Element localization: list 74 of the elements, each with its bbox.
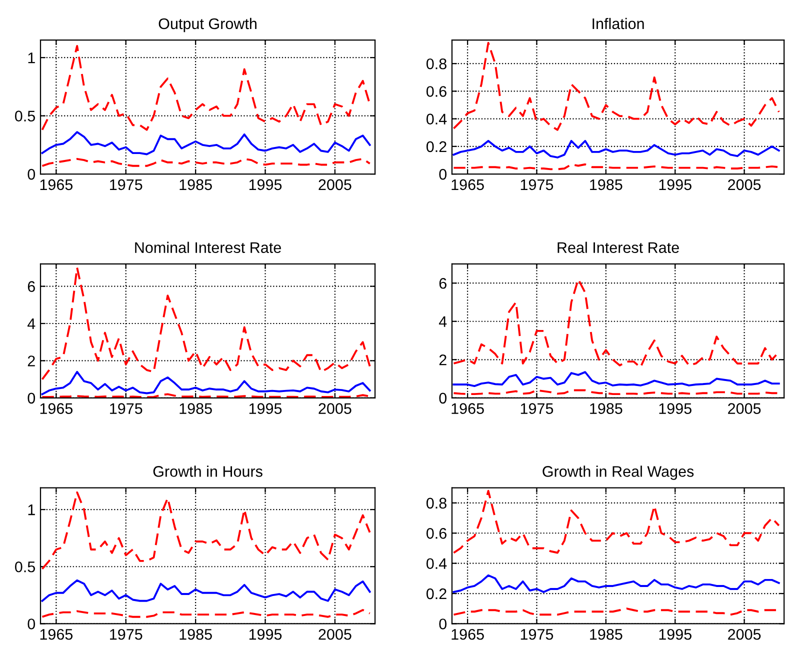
y-tick-label: 0.8	[426, 498, 446, 509]
x-tick-label: 2005	[728, 179, 761, 190]
x-tick-label: 1975	[520, 403, 554, 414]
y-tick-label: 0	[439, 618, 447, 630]
x-tick-label: 1975	[110, 403, 142, 414]
x-tick-label: 1995	[659, 403, 692, 414]
x-tick-label: 2005	[318, 628, 352, 640]
x-tick-label: 1965	[40, 628, 73, 640]
y-tick-label: 0	[439, 168, 447, 180]
y-tick-label: 0.5	[15, 110, 35, 122]
y-tick-label: 0	[28, 168, 36, 180]
y-tick-label: 0	[28, 618, 36, 630]
line-series	[41, 491, 371, 570]
y-tick-label: 0.6	[426, 86, 446, 97]
y-tick-label: 4	[438, 316, 447, 327]
x-tick-label: 2005	[728, 403, 761, 414]
chart-title: Inflation	[592, 18, 644, 30]
y-tick-label: 0	[439, 392, 447, 404]
x-tick-label: 1995	[659, 628, 692, 640]
y-tick-label: 0.8	[426, 58, 446, 70]
chart-title: Growth in Hours	[153, 466, 262, 477]
x-tick-label: 1965	[452, 403, 484, 414]
y-tick-label: 0.4	[426, 558, 447, 570]
x-tick-label: 1965	[452, 628, 484, 640]
x-tick-label: 1985	[590, 403, 622, 414]
line-series	[452, 371, 780, 388]
y-tick-label: 0.4	[426, 114, 447, 124]
line-series	[452, 140, 780, 158]
chart-title: Growth in Real Wages	[542, 466, 694, 480]
x-tick-label: 1975	[520, 628, 554, 640]
y-tick-label: 2	[28, 356, 35, 366]
x-tick-label: 1985	[590, 628, 622, 640]
x-tick-label: 1975	[110, 179, 142, 190]
y-tick-label: 0.5	[15, 561, 35, 572]
x-tick-label: 1995	[249, 628, 282, 640]
x-tick-label: 1995	[659, 179, 692, 190]
chart-title: Nominal Interest Rate	[135, 242, 281, 254]
x-tick-label: 1965	[40, 179, 73, 190]
line-series	[41, 131, 371, 156]
y-tick-label: 0.2	[426, 588, 446, 600]
x-tick-label: 1985	[590, 179, 622, 190]
y-tick-label: 0.2	[426, 141, 446, 152]
y-tick-label: 0	[28, 392, 36, 404]
x-tick-label: 1995	[249, 403, 282, 414]
line-series	[41, 609, 371, 618]
line-series	[41, 44, 371, 131]
x-tick-label: 1975	[520, 179, 554, 190]
y-tick-label: 4	[27, 318, 36, 330]
y-tick-label: 6	[28, 281, 35, 292]
line-series	[41, 266, 371, 380]
y-tick-label: 6	[439, 278, 446, 289]
x-tick-label: 2005	[318, 403, 352, 414]
line-series	[452, 574, 780, 593]
x-tick-label: 1985	[180, 628, 212, 640]
line-series	[41, 158, 371, 167]
line-series	[452, 490, 780, 554]
y-tick-label: 1	[28, 504, 35, 516]
x-tick-label: 1965	[40, 403, 73, 414]
x-tick-label: 1995	[249, 179, 282, 190]
chart-title: Real Interest Rate	[558, 242, 679, 254]
line-series	[452, 278, 780, 368]
line-series	[41, 579, 371, 602]
x-tick-label: 1965	[452, 179, 484, 190]
x-tick-label: 1985	[180, 179, 212, 190]
x-tick-label: 2005	[728, 628, 761, 640]
y-tick-label: 0.6	[426, 528, 446, 539]
y-tick-label: 1	[28, 52, 35, 64]
line-series	[452, 42, 780, 131]
x-tick-label: 1975	[110, 628, 142, 640]
x-tick-label: 1985	[180, 403, 212, 414]
chart-title: Output Growth	[158, 18, 256, 32]
y-tick-label: 2	[439, 354, 446, 366]
line-series	[41, 370, 371, 396]
x-tick-label: 2005	[318, 179, 352, 190]
